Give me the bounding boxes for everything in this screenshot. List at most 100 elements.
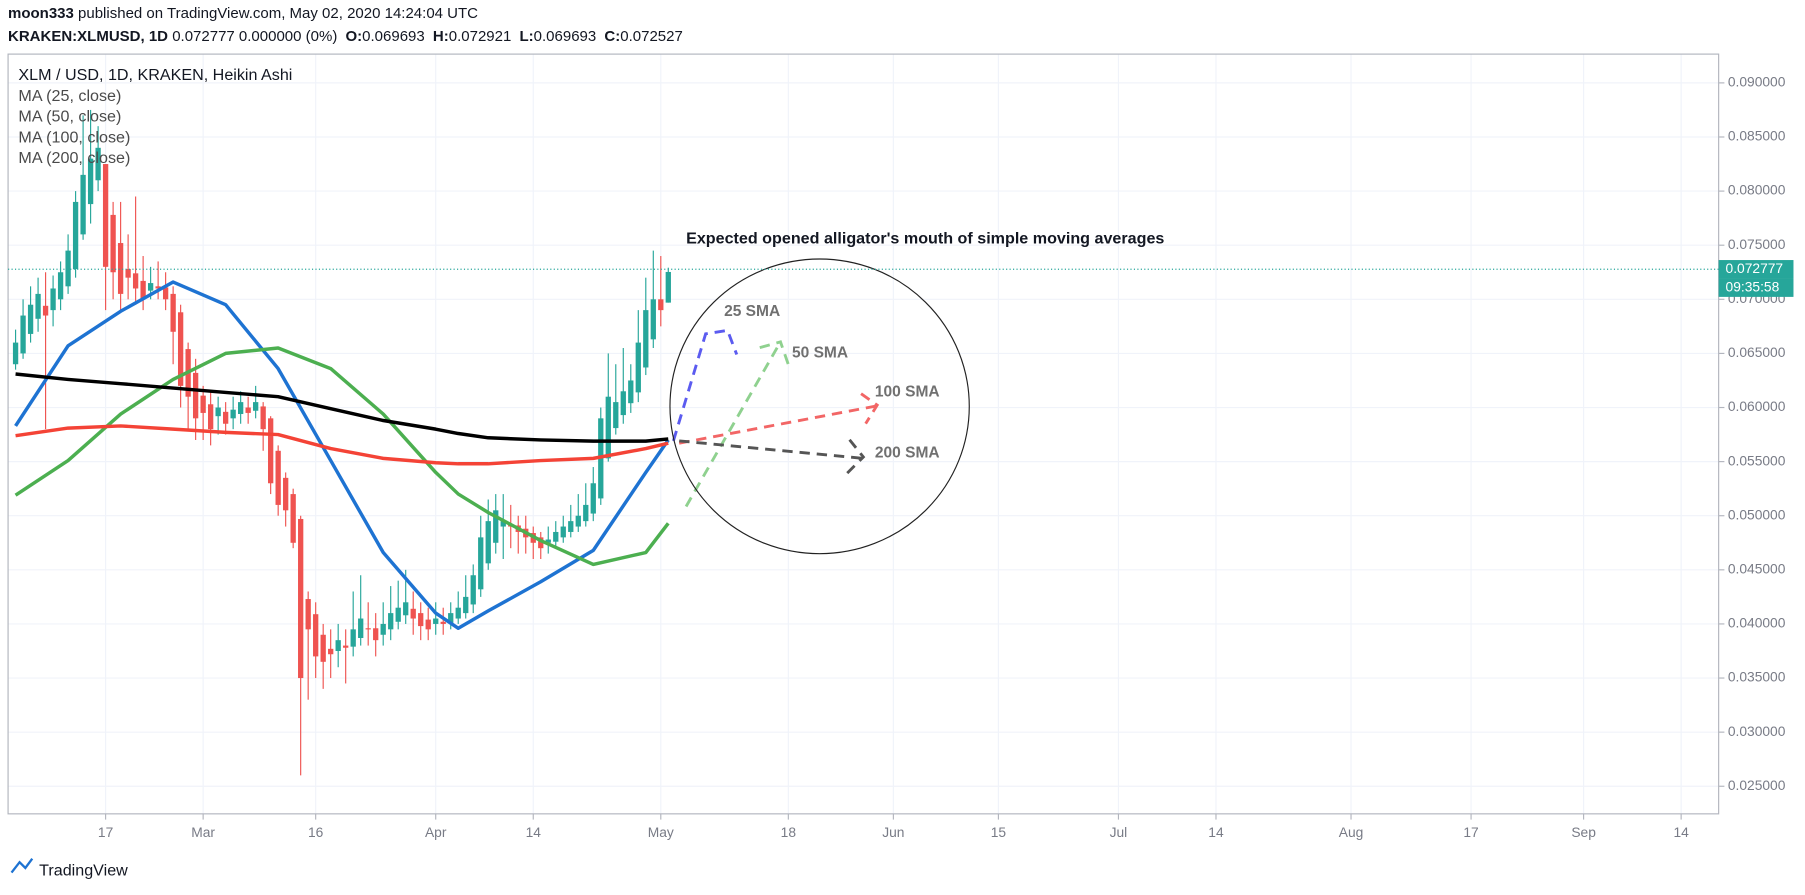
- candle-body: [230, 409, 236, 419]
- candle-body: [20, 315, 26, 354]
- y-tick-label: 0.030000: [1728, 723, 1786, 739]
- ma-line: [15, 424, 669, 466]
- y-tick-label: 0.090000: [1728, 74, 1786, 90]
- candle-body: [253, 402, 259, 411]
- y-tick-label: 0.055000: [1728, 452, 1786, 468]
- x-tick-label: Jun: [882, 824, 904, 840]
- x-tick-label: 18: [781, 824, 797, 840]
- ma-line: [14, 280, 670, 631]
- candle-body: [650, 299, 656, 340]
- candle-body: [425, 619, 431, 630]
- last-price-label: 0.072777: [1726, 260, 1784, 276]
- ma-line: [15, 372, 669, 443]
- annotation-label: 200 SMA: [875, 445, 940, 462]
- x-tick-label: Aug: [1339, 824, 1364, 840]
- candle-body: [177, 312, 184, 386]
- candle-body: [380, 623, 386, 635]
- candle-body: [545, 539, 551, 543]
- sma50-projection: [684, 340, 792, 508]
- logo-text: TradingView: [39, 862, 128, 880]
- candle-body: [155, 286, 161, 289]
- x-tick-label: May: [648, 824, 674, 840]
- candle-body: [620, 391, 626, 416]
- candle-body: [643, 310, 649, 368]
- candle-body: [283, 477, 289, 511]
- candle-body: [245, 407, 251, 413]
- candle-body: [87, 158, 94, 205]
- candle-body: [613, 402, 619, 429]
- candle-body: [493, 510, 499, 543]
- projection-drawings: [672, 328, 881, 508]
- x-tick-label: 17: [1463, 824, 1478, 840]
- candle-body: [560, 526, 566, 538]
- candle-body: [102, 164, 109, 267]
- candle-body: [170, 293, 176, 332]
- candle-body: [320, 634, 326, 662]
- candle-body: [50, 288, 56, 311]
- candle-body: [162, 287, 169, 300]
- published: published on TradingView.com, May 02, 20…: [78, 5, 478, 22]
- candle-body: [350, 629, 356, 647]
- candle-body: [215, 407, 221, 417]
- candle-body: [553, 531, 559, 542]
- last-price-box: [1718, 260, 1794, 279]
- candle-body: [298, 518, 304, 679]
- candle-body: [125, 269, 131, 278]
- symbol-line: KRAKEN:XLMUSD, 1D 0.072777 0.000000 (0%)…: [8, 28, 687, 45]
- candle-body: [433, 618, 439, 624]
- y-tick-label: 0.065000: [1728, 344, 1786, 360]
- plot-frame: [7, 53, 1720, 815]
- candle-body: [268, 418, 274, 484]
- countdown-label: 09:35:58: [1726, 278, 1780, 294]
- candle-body: [335, 640, 341, 651]
- annotation-headline: Expected opened alligator's mouth of sim…: [686, 230, 1164, 248]
- x-tick-label: 14: [1673, 824, 1689, 840]
- candle-body: [200, 395, 206, 413]
- candle-body: [500, 521, 506, 527]
- candle-body: [658, 299, 664, 311]
- candle-body: [403, 602, 409, 616]
- legend-entry: MA (25, close): [18, 87, 121, 105]
- x-tick-label: Jul: [1110, 824, 1128, 840]
- candle-body: [117, 243, 124, 294]
- logo-icon: [10, 858, 34, 874]
- y-tick-label: 0.025000: [1728, 777, 1786, 793]
- candle-body: [463, 596, 469, 614]
- candle-body: [605, 396, 611, 459]
- ma-line: [14, 346, 670, 567]
- ohlc-value: 0.069693: [533, 28, 597, 45]
- candle-body: [575, 515, 581, 527]
- candle-body: [57, 272, 64, 300]
- candle-body: [110, 214, 116, 273]
- y-tick-label: 0.075000: [1728, 236, 1786, 252]
- ohlc-value: 0.072527: [620, 28, 683, 45]
- sma200-projection: [679, 438, 866, 476]
- y-tick-label: 0.035000: [1728, 669, 1786, 685]
- y-tick-label: 0.045000: [1728, 560, 1786, 576]
- candle-body: [238, 402, 244, 415]
- candle-body: [478, 537, 484, 590]
- ohlc-value: 0.072921: [448, 28, 512, 45]
- x-tick-label: 16: [308, 824, 324, 840]
- candle-body: [418, 613, 424, 627]
- y-tick-label: 0.085000: [1728, 128, 1786, 144]
- candle-body: [223, 411, 229, 424]
- candle-body: [358, 618, 364, 639]
- candle-body: [590, 483, 596, 514]
- sma25-projection: [672, 328, 739, 442]
- candle-body: [365, 628, 371, 630]
- ohlc-label: L:: [519, 28, 534, 45]
- alligator-circle: [669, 258, 970, 555]
- candle-body: [72, 201, 79, 270]
- legend-entry: MA (100, close): [18, 128, 130, 146]
- candle-body: [470, 575, 476, 605]
- candle-body: [485, 521, 491, 564]
- ohlc-label: O:: [345, 28, 363, 45]
- annotation-label: 100 SMA: [875, 384, 940, 401]
- publish-line: moon333 published on TradingView.com, Ma…: [8, 5, 482, 22]
- y-tick-label: 0.050000: [1728, 506, 1786, 522]
- ohlc-value: 0.069693: [362, 28, 425, 45]
- candle-body: [635, 342, 641, 393]
- candle-body: [290, 494, 296, 543]
